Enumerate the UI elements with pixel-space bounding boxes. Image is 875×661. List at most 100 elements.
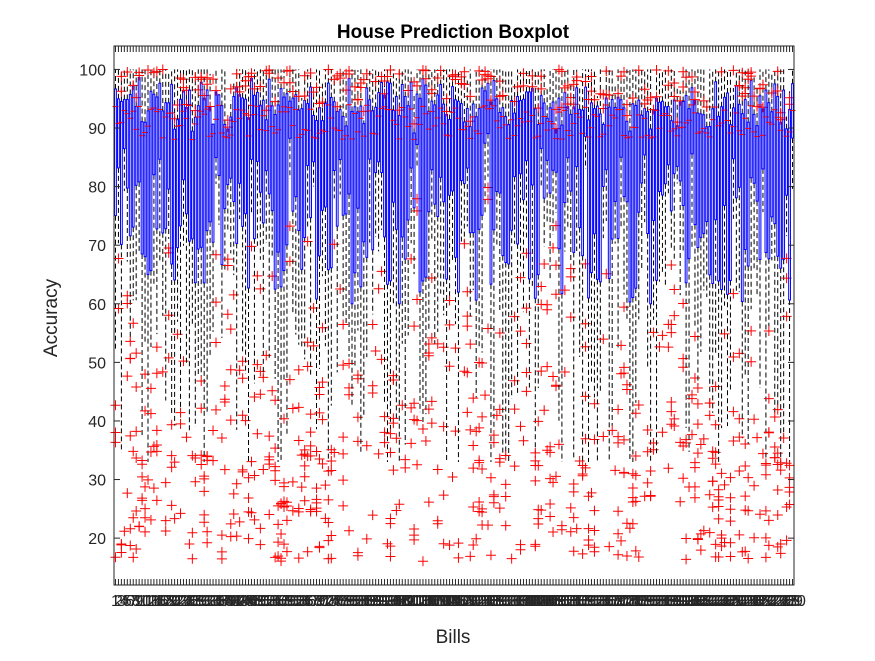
outlier-marker — [199, 90, 210, 101]
x-tick-label: 97 — [390, 593, 408, 610]
x-tick-label: 44 — [234, 593, 252, 610]
outlier-marker — [743, 553, 754, 564]
x-tick-label: 38 — [216, 593, 234, 610]
outlier-marker — [128, 80, 139, 91]
outlier-marker — [775, 548, 786, 559]
box — [610, 99, 614, 240]
outlier-marker — [619, 302, 629, 313]
x-tick-label: 65 — [296, 593, 314, 610]
y-axis-label: Accuracy — [41, 278, 62, 357]
outlier-marker — [740, 438, 751, 449]
outlier-marker — [633, 399, 644, 410]
outlier-marker — [663, 463, 674, 474]
outlier-marker — [568, 512, 579, 523]
outlier-marker — [231, 531, 242, 542]
outlier-marker — [352, 412, 363, 423]
x-tick-label: 225 — [764, 593, 791, 610]
box — [187, 89, 191, 242]
outlier-marker — [562, 80, 573, 91]
outlier-marker — [784, 487, 795, 498]
box — [504, 116, 508, 263]
x-tick-label: 126 — [472, 593, 499, 610]
x-tick-label: 3 — [117, 593, 126, 610]
box — [536, 124, 540, 276]
outlier-marker — [616, 535, 627, 546]
outlier-marker — [264, 454, 275, 465]
outlier-marker — [565, 502, 576, 513]
outlier-marker — [666, 327, 677, 338]
outlier-marker — [468, 539, 479, 550]
box — [288, 100, 292, 139]
box — [593, 108, 596, 235]
outlier-marker — [580, 462, 591, 473]
outlier-marker — [669, 91, 680, 102]
outlier-marker — [314, 382, 325, 393]
outlier-marker — [624, 523, 635, 534]
outlier-marker — [175, 508, 186, 519]
outlier-marker — [234, 365, 245, 376]
outlier-marker — [376, 354, 387, 365]
x-tick-label: 214 — [732, 593, 759, 610]
outlier-marker — [506, 553, 517, 564]
box — [185, 106, 188, 215]
x-tick-label: 21 — [166, 593, 184, 610]
box — [548, 107, 552, 194]
outlier-marker — [781, 458, 792, 469]
outlier-marker — [199, 486, 210, 497]
outlier-marker — [651, 91, 662, 102]
outlier-marker — [211, 404, 221, 415]
x-tick-label: 86 — [358, 593, 376, 610]
box — [649, 128, 653, 305]
x-tick-label: 103 — [404, 593, 431, 610]
x-tick-label: 215 — [735, 593, 762, 610]
box — [542, 102, 546, 199]
outlier-marker — [382, 538, 393, 549]
outlier-marker — [131, 382, 142, 393]
outlier-marker — [202, 79, 213, 90]
outlier-marker — [746, 325, 757, 336]
x-tick-label: 174 — [614, 593, 641, 610]
x-tick-label: 62 — [287, 593, 305, 610]
box — [365, 87, 369, 258]
outlier-marker — [598, 334, 609, 345]
outlier-marker — [583, 523, 594, 534]
x-tick-label: 101 — [398, 593, 425, 610]
x-tick-label: 53 — [260, 593, 278, 610]
outlier-marker — [500, 479, 511, 490]
outlier-marker — [382, 71, 393, 82]
outlier-marker — [728, 406, 739, 417]
outlier-marker — [323, 517, 334, 528]
outlier-marker — [151, 342, 162, 353]
x-tick-label: 229 — [776, 593, 803, 610]
outlier-marker — [453, 538, 464, 549]
outlier-marker — [689, 372, 700, 383]
outlier-marker — [110, 400, 121, 411]
outlier-marker — [228, 488, 239, 499]
outlier-marker — [338, 432, 349, 443]
outlier-marker — [616, 71, 627, 82]
outlier-marker — [642, 446, 653, 457]
x-tick-label: 177 — [622, 593, 649, 610]
outlier-marker — [630, 408, 641, 419]
outlier-marker — [320, 480, 331, 491]
outlier-marker — [689, 457, 700, 468]
box — [459, 103, 463, 182]
outlier-marker — [465, 551, 476, 562]
x-tick-label: 178 — [625, 593, 652, 610]
outlier-marker — [311, 494, 322, 505]
outlier-marker — [148, 67, 159, 78]
box — [551, 101, 555, 171]
outlier-marker — [474, 422, 485, 433]
outlier-marker — [216, 432, 227, 443]
box — [652, 109, 655, 221]
outlier-marker — [391, 433, 402, 444]
x-tick-label: 117 — [446, 593, 472, 610]
x-tick-label: 197 — [682, 593, 709, 610]
outlier-marker — [264, 431, 275, 442]
x-tick-label: 164 — [584, 593, 611, 610]
outlier-marker — [645, 465, 656, 476]
box — [454, 99, 457, 258]
outlier-marker — [273, 537, 284, 548]
outlier-marker — [725, 516, 736, 527]
outlier-marker — [412, 193, 423, 204]
